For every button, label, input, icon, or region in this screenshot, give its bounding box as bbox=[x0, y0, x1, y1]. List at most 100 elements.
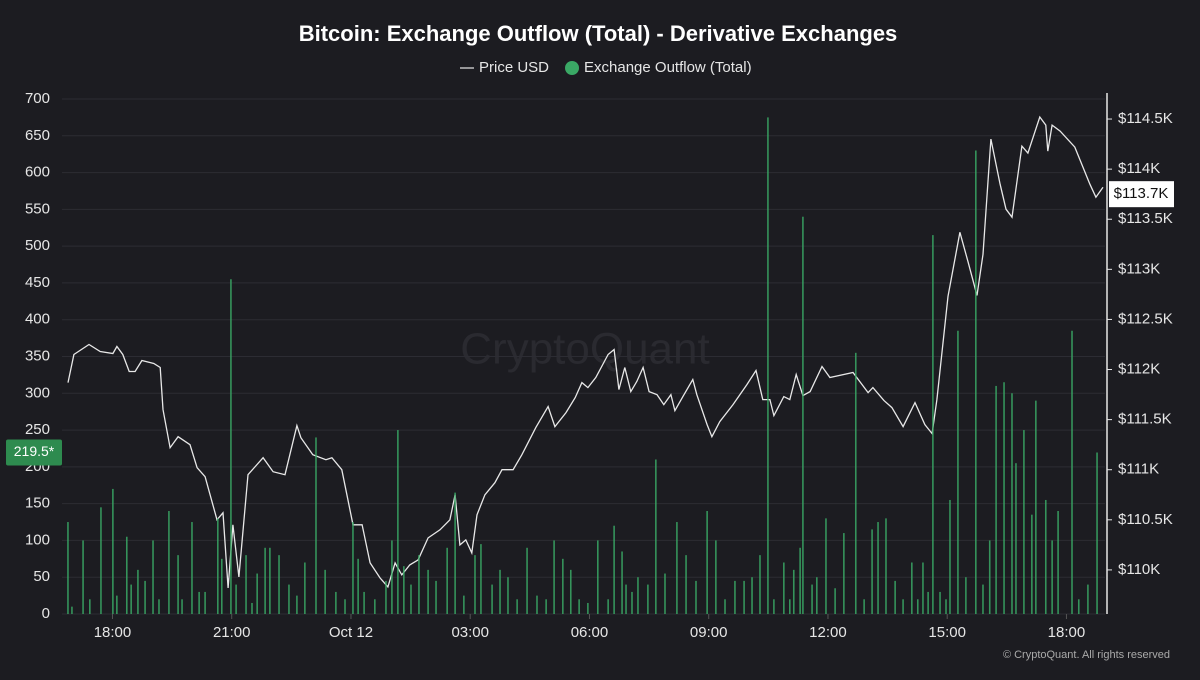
bar bbox=[751, 577, 753, 614]
bar bbox=[220, 558, 223, 614]
bar bbox=[597, 540, 599, 614]
bar bbox=[1044, 499, 1047, 614]
bar bbox=[217, 518, 219, 614]
bar bbox=[877, 522, 879, 614]
bar bbox=[256, 573, 258, 614]
y-tick-label: 100 bbox=[25, 531, 50, 548]
bar bbox=[902, 599, 904, 614]
y2-tick-label: $114K bbox=[1118, 160, 1160, 177]
bar bbox=[1096, 452, 1098, 614]
bar bbox=[1011, 393, 1013, 614]
bar bbox=[251, 602, 253, 614]
bar bbox=[569, 569, 572, 614]
bar bbox=[181, 599, 183, 614]
bar bbox=[854, 352, 857, 614]
bar bbox=[724, 599, 726, 614]
bar bbox=[516, 599, 518, 614]
x-tick-label: 12:00 bbox=[809, 624, 847, 641]
legend: Price USD Exchange Outflow (Total) bbox=[460, 59, 752, 76]
bar bbox=[664, 573, 666, 614]
bar bbox=[397, 430, 399, 614]
legend-dot bbox=[565, 61, 580, 75]
bar bbox=[743, 580, 745, 614]
bar bbox=[655, 459, 657, 614]
y2-tick-label: $110.5K bbox=[1118, 511, 1173, 528]
bar bbox=[177, 555, 179, 614]
y-tick-label: 50 bbox=[33, 568, 50, 585]
bar bbox=[100, 507, 102, 614]
bar bbox=[152, 540, 154, 614]
bar bbox=[843, 533, 845, 614]
bar bbox=[427, 569, 429, 614]
bar bbox=[357, 558, 359, 614]
bar bbox=[957, 330, 959, 614]
x-tick-label: 15:00 bbox=[928, 624, 966, 641]
bar bbox=[783, 562, 785, 614]
legend-label: Price USD bbox=[479, 59, 549, 76]
bar bbox=[802, 216, 804, 614]
bar bbox=[264, 547, 266, 614]
bar bbox=[130, 584, 132, 614]
bar bbox=[625, 584, 627, 614]
bar bbox=[410, 584, 412, 614]
bar bbox=[734, 580, 736, 614]
bar bbox=[363, 591, 365, 614]
bar bbox=[647, 584, 649, 614]
bar bbox=[685, 555, 687, 614]
bar bbox=[949, 499, 951, 614]
bar bbox=[391, 540, 393, 614]
bar bbox=[269, 547, 271, 614]
last-value-box bbox=[6, 439, 62, 466]
bar bbox=[191, 522, 193, 614]
copyright: © CryptoQuant. All rights reserved bbox=[1003, 649, 1170, 661]
bar bbox=[158, 599, 160, 614]
bar bbox=[204, 591, 206, 614]
y2-tick-label: $112.5K bbox=[1118, 310, 1173, 327]
y2-tick-label: $111K bbox=[1118, 461, 1159, 478]
bar bbox=[945, 599, 947, 614]
bar bbox=[637, 577, 639, 614]
bar bbox=[67, 522, 69, 614]
bar bbox=[1051, 540, 1053, 614]
bar bbox=[613, 525, 615, 614]
bar bbox=[435, 580, 437, 614]
bar bbox=[988, 540, 991, 614]
x-tick-label: 09:00 bbox=[690, 624, 728, 641]
bar bbox=[1087, 584, 1089, 614]
bar bbox=[676, 522, 678, 614]
bar bbox=[1015, 463, 1017, 614]
bar bbox=[834, 588, 836, 614]
y2-tick-label: $110K bbox=[1118, 561, 1160, 578]
chart-title: Bitcoin: Exchange Outflow (Total) - Deri… bbox=[299, 21, 898, 46]
last-value-label: 219.5* bbox=[14, 443, 55, 459]
bar bbox=[816, 577, 818, 614]
bar bbox=[335, 591, 337, 614]
bar bbox=[799, 547, 801, 614]
bar bbox=[1031, 514, 1033, 614]
bar bbox=[116, 595, 118, 614]
bar bbox=[480, 544, 482, 614]
bar bbox=[1077, 599, 1080, 614]
bar bbox=[607, 599, 609, 614]
bar bbox=[788, 599, 791, 614]
y-tick-label: 400 bbox=[25, 311, 50, 328]
last-price-label: $113.7K bbox=[1114, 185, 1169, 202]
x-tick-label: 21:00 bbox=[213, 624, 251, 641]
bar bbox=[526, 547, 528, 614]
bar bbox=[418, 555, 420, 614]
bar bbox=[374, 599, 376, 614]
bar bbox=[168, 511, 170, 614]
bar bbox=[352, 522, 354, 614]
y2-tick-label: $113.5K bbox=[1118, 210, 1173, 227]
y2-tick-label: $113K bbox=[1118, 260, 1160, 277]
last-price-box bbox=[1109, 181, 1174, 208]
y-tick-label: 150 bbox=[25, 495, 50, 512]
y-tick-label: 450 bbox=[25, 274, 50, 291]
bar bbox=[403, 566, 405, 614]
bar bbox=[385, 580, 387, 614]
bar bbox=[871, 529, 873, 614]
x-tick-label: 06:00 bbox=[571, 624, 609, 641]
bar bbox=[137, 569, 139, 614]
x-tick-label: 18:00 bbox=[94, 624, 132, 641]
